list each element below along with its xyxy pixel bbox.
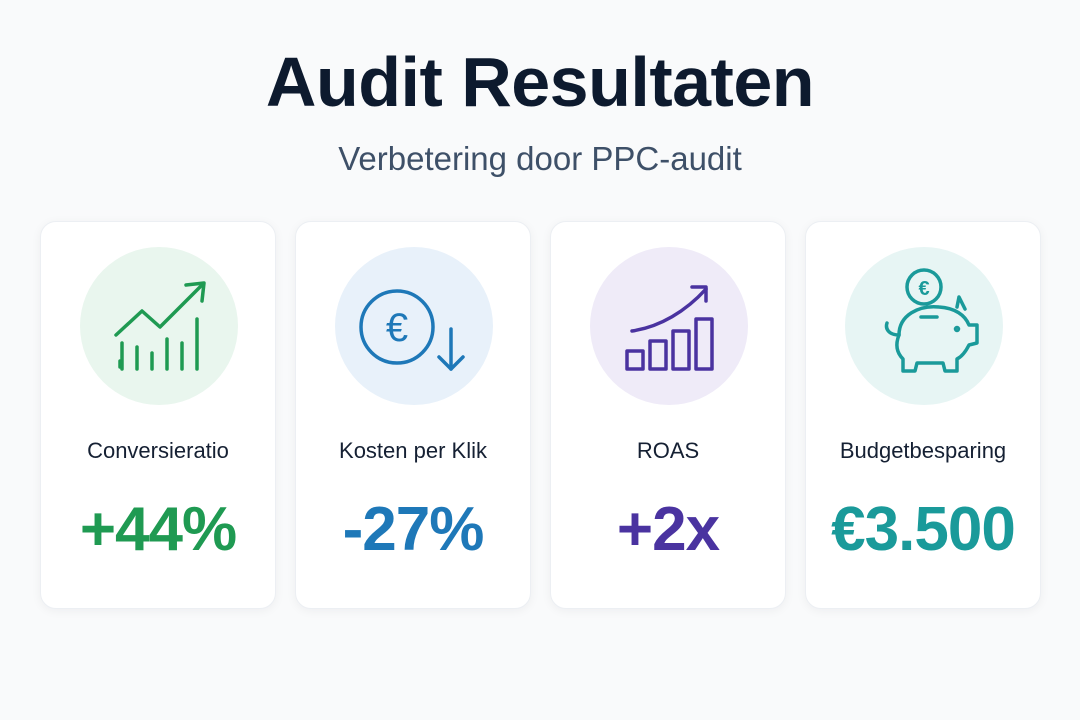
card-value: €3.500 bbox=[831, 495, 1016, 564]
card-value: +2x bbox=[616, 495, 720, 564]
card-label: ROAS bbox=[636, 438, 700, 463]
euro-glyph: € bbox=[918, 278, 929, 300]
piggy-bank-icon: € bbox=[845, 247, 1003, 405]
metric-card-roas: ROAS +2x bbox=[550, 221, 786, 609]
euro-down-icon: € bbox=[335, 247, 493, 405]
metric-card-budgetbesparing: € Budgetbesparing €3.500 bbox=[805, 221, 1041, 609]
page-subtitle: Verbetering door PPC-audit bbox=[338, 140, 742, 177]
card-label: Conversieratio bbox=[87, 438, 229, 463]
metric-card-conversieratio: Conversieratio +44% bbox=[40, 221, 276, 609]
card-value: -27% bbox=[342, 495, 485, 564]
metric-card-kosten-per-klik: € Kosten per Klik -27% bbox=[295, 221, 531, 609]
growth-chart-icon bbox=[80, 247, 238, 405]
card-label: Budgetbesparing bbox=[839, 438, 1007, 463]
bar-chart-up-icon bbox=[590, 247, 748, 405]
card-value: +44% bbox=[79, 495, 237, 564]
euro-glyph: € bbox=[386, 306, 408, 350]
page-title: Audit Resultaten bbox=[265, 43, 815, 121]
card-label: Kosten per Klik bbox=[339, 438, 487, 463]
